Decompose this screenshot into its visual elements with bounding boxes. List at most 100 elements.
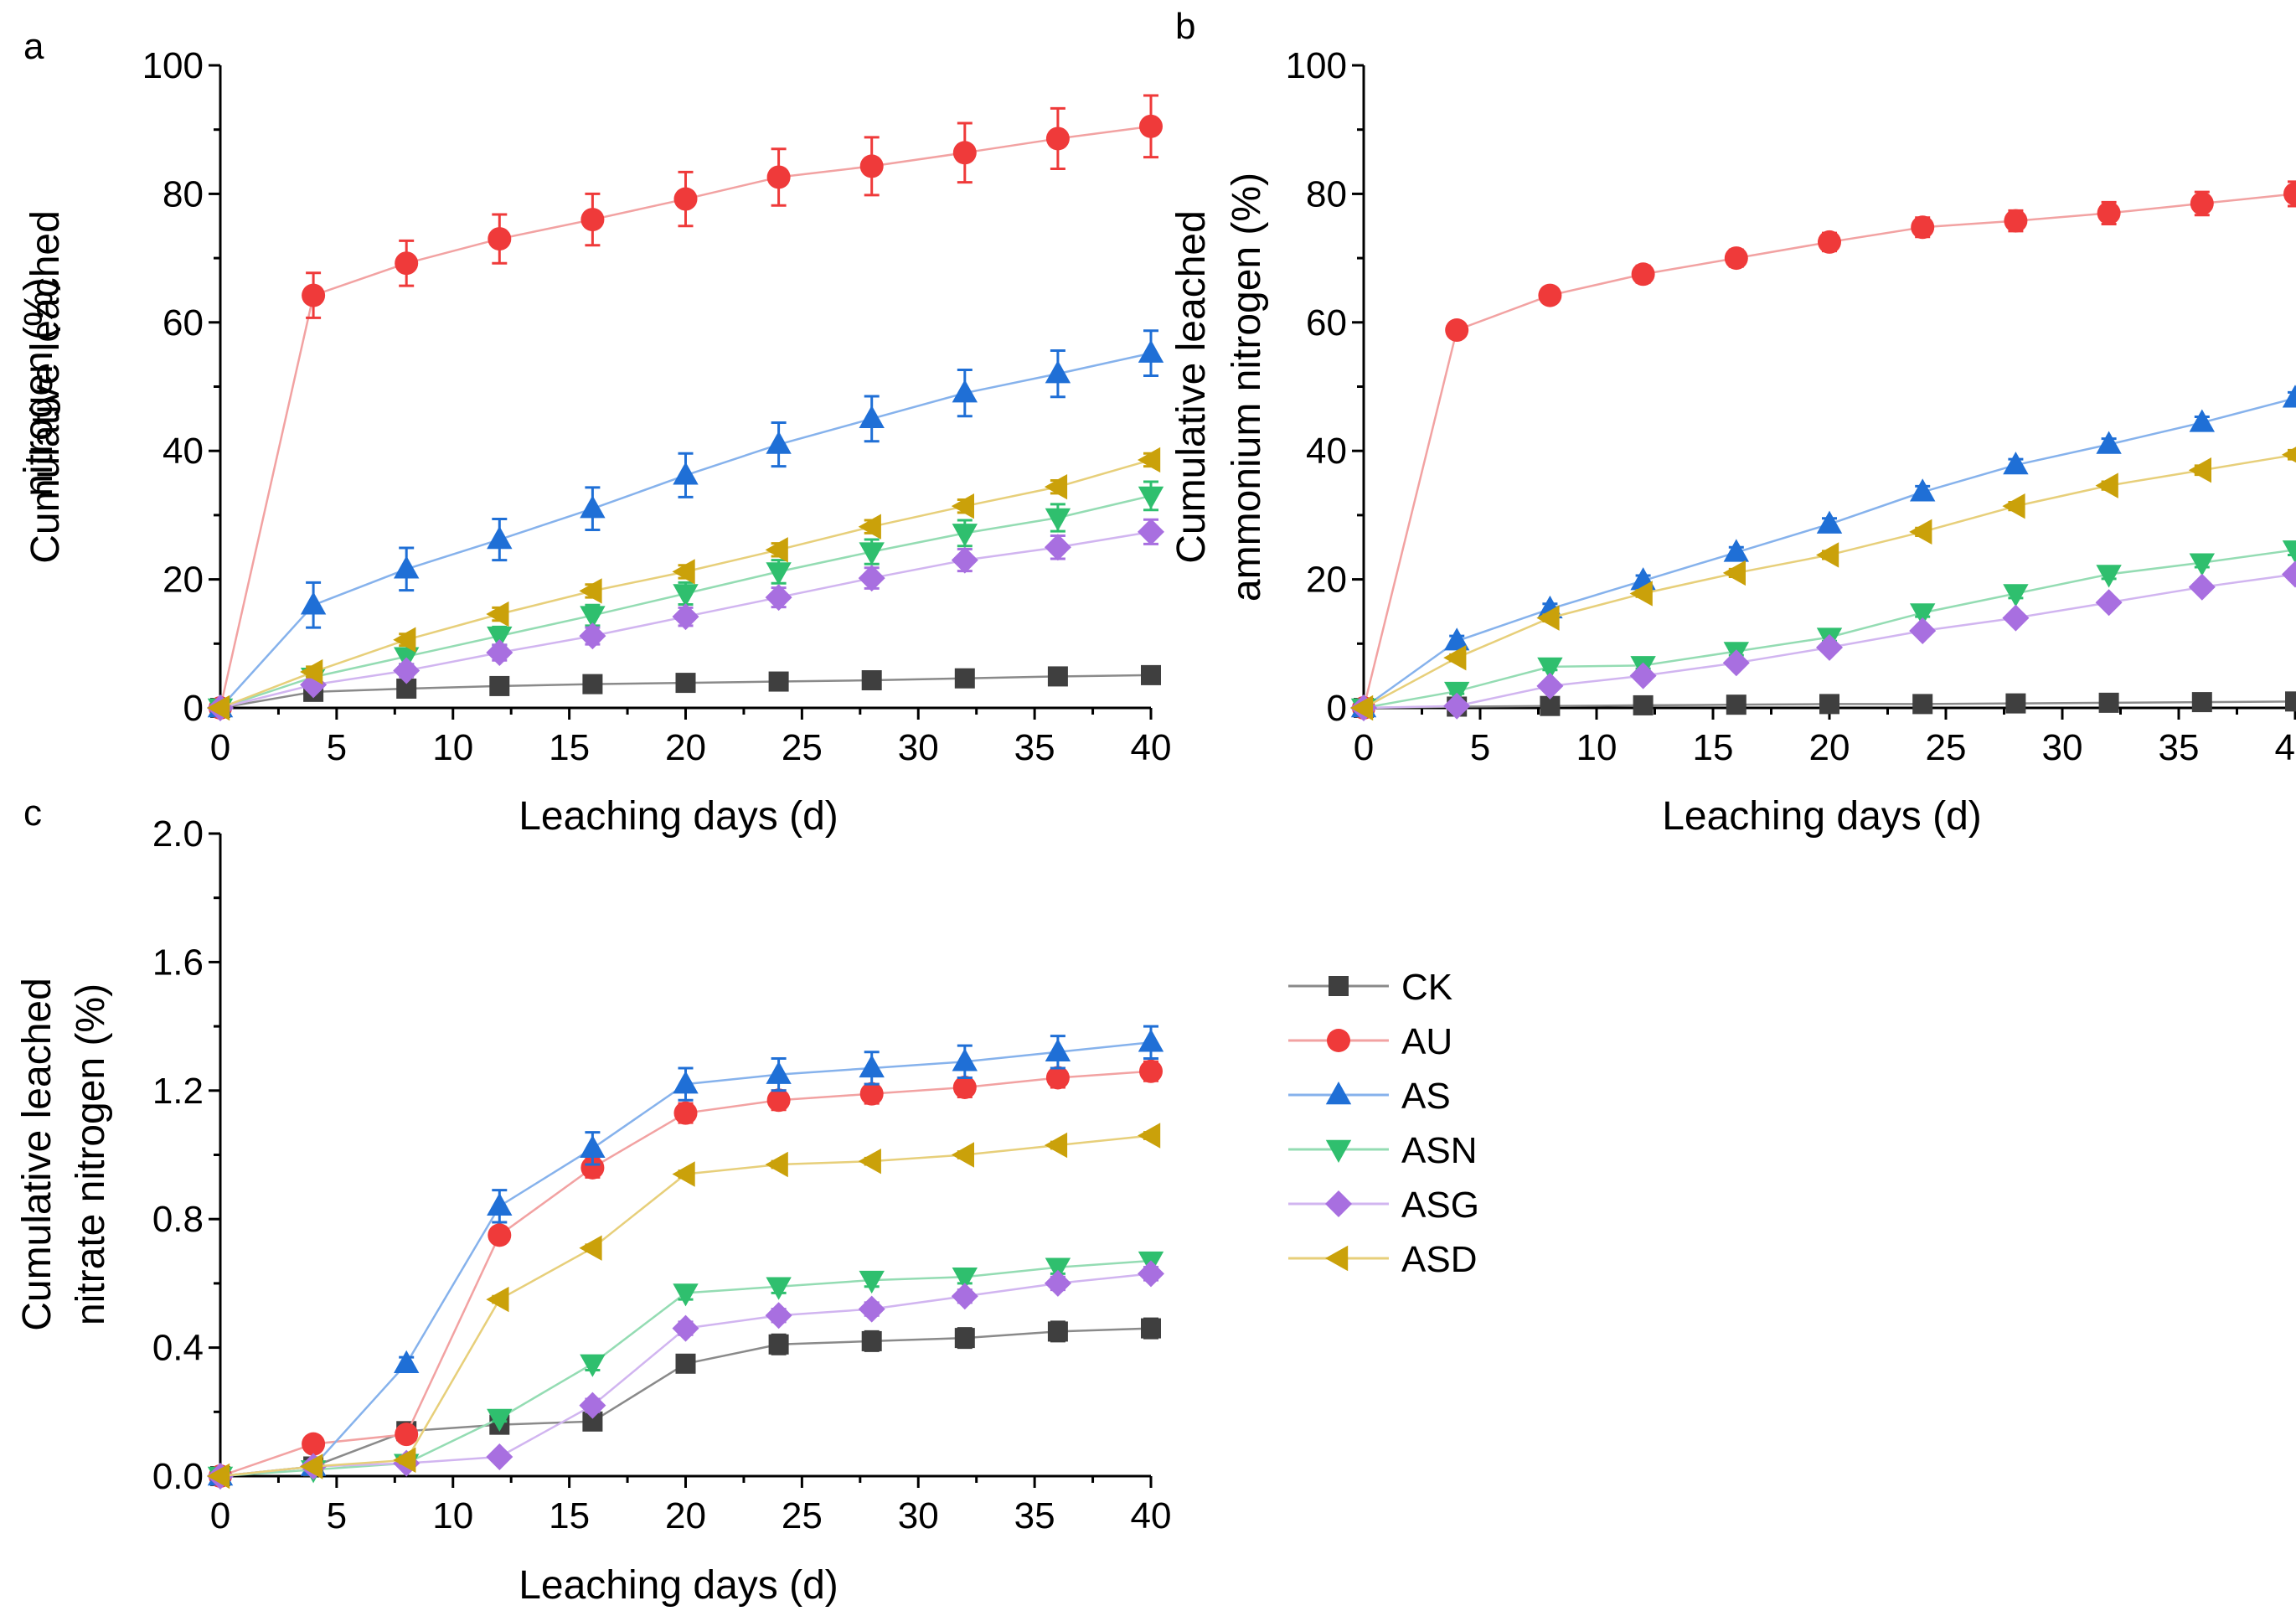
series-asg xyxy=(207,518,1164,721)
data-point xyxy=(2096,431,2122,454)
x-tick-label: 15 xyxy=(1693,727,1734,768)
data-point xyxy=(1139,1059,1163,1083)
data-point xyxy=(675,1353,696,1374)
data-point xyxy=(1138,518,1164,545)
series-ck xyxy=(1354,691,2296,718)
series-line xyxy=(219,1327,1152,1478)
data-point xyxy=(954,668,975,689)
legend-item-ck: CK xyxy=(1288,967,1452,1008)
data-point xyxy=(487,1192,513,1216)
series-asd xyxy=(207,447,1161,721)
panel-letter: b xyxy=(1175,6,1195,47)
data-point xyxy=(1044,534,1071,561)
y-tick-label: 100 xyxy=(142,45,204,86)
data-point xyxy=(1044,473,1068,500)
data-point xyxy=(765,1151,788,1178)
data-point xyxy=(2282,447,2296,463)
data-point xyxy=(673,187,698,211)
data-point xyxy=(486,1286,509,1313)
data-point xyxy=(395,1423,419,1447)
legend-label: ASD xyxy=(1401,1239,1477,1280)
legend-marker xyxy=(1325,1139,1352,1163)
series-ck xyxy=(210,664,1161,718)
x-tick-label: 20 xyxy=(1809,727,1850,768)
y-axis-label: Cumulative leached ammonium nitrogen (%) xyxy=(1169,173,1269,602)
data-point xyxy=(766,1277,792,1300)
data-point xyxy=(951,493,974,519)
data-point xyxy=(952,524,978,547)
data-point xyxy=(1443,644,1467,671)
data-point xyxy=(394,1350,420,1373)
data-point xyxy=(2098,692,2119,713)
data-point xyxy=(1909,617,1937,644)
data-point xyxy=(952,141,977,165)
data-point xyxy=(1819,694,1839,715)
data-point xyxy=(673,1101,698,1125)
y-tick-label: 1.2 xyxy=(152,1071,204,1112)
data-point xyxy=(1141,1318,1161,1339)
data-point xyxy=(2005,693,2026,714)
x-axis-label: Leaching days (d) xyxy=(519,1563,838,1608)
legend-label: ASN xyxy=(1401,1130,1477,1171)
x-tick-label: 25 xyxy=(782,1495,823,1536)
data-point xyxy=(766,165,791,189)
data-point xyxy=(2003,584,2029,607)
data-point xyxy=(2282,540,2296,564)
data-point xyxy=(1722,560,1746,586)
data-point xyxy=(2285,691,2296,712)
y-axis-label-line: ammonium nitrogen (%) xyxy=(1225,173,1269,602)
legend-item-asg: ASG xyxy=(1288,1185,1479,1226)
legend-label: AS xyxy=(1401,1076,1451,1117)
data-point xyxy=(859,405,885,429)
legend-item-asn: ASN xyxy=(1288,1130,1477,1171)
data-point xyxy=(672,559,695,585)
data-point xyxy=(766,1088,791,1113)
y-tick-label: 0.0 xyxy=(152,1456,204,1497)
data-point xyxy=(394,555,420,579)
legend-label: ASG xyxy=(1401,1185,1479,1226)
data-point xyxy=(675,673,696,694)
data-point xyxy=(1044,1132,1068,1159)
data-point xyxy=(580,1134,606,1159)
y-axis-label-line: Cumulative leached xyxy=(15,978,59,1331)
data-point xyxy=(858,565,885,592)
panel-letter: a xyxy=(23,26,44,67)
data-point xyxy=(952,380,978,403)
data-point xyxy=(1445,318,1469,343)
data-point xyxy=(672,1161,695,1187)
y-tick-label: 20 xyxy=(1306,560,1347,601)
series-au xyxy=(1352,180,2296,720)
data-point xyxy=(2190,191,2214,215)
data-point xyxy=(858,514,881,540)
data-point xyxy=(1816,633,1843,661)
legend-marker xyxy=(1325,1082,1352,1105)
data-point xyxy=(486,1443,513,1470)
data-point xyxy=(1138,339,1164,363)
x-tick-label: 25 xyxy=(1926,727,1967,768)
data-point xyxy=(2003,452,2029,475)
data-point xyxy=(1045,127,1070,151)
data-point xyxy=(1045,1038,1071,1061)
panel-b: b 0 5 10 15 20 25 30 35 40 0 20 40 60 80 100 Leaching da… xyxy=(1169,6,2296,839)
series-au xyxy=(209,94,1163,720)
data-point xyxy=(766,1061,792,1084)
data-point xyxy=(487,526,513,550)
data-point xyxy=(858,1148,881,1175)
data-point xyxy=(1138,1123,1161,1149)
data-point xyxy=(1350,694,1374,721)
data-point xyxy=(300,658,323,685)
legend-label: AU xyxy=(1401,1021,1452,1062)
data-point xyxy=(489,675,510,696)
legend-item-as: AS xyxy=(1288,1076,1451,1117)
data-point xyxy=(2283,182,2296,206)
data-point xyxy=(1047,666,1068,687)
series-asd xyxy=(207,1123,1161,1490)
x-tick-label: 10 xyxy=(432,727,473,768)
data-point xyxy=(1722,649,1750,677)
data-point xyxy=(207,694,230,721)
data-point xyxy=(1911,215,1935,240)
x-tick-label: 0 xyxy=(210,1495,230,1536)
data-point xyxy=(1629,581,1653,607)
y-tick-label: 0.4 xyxy=(152,1328,204,1369)
